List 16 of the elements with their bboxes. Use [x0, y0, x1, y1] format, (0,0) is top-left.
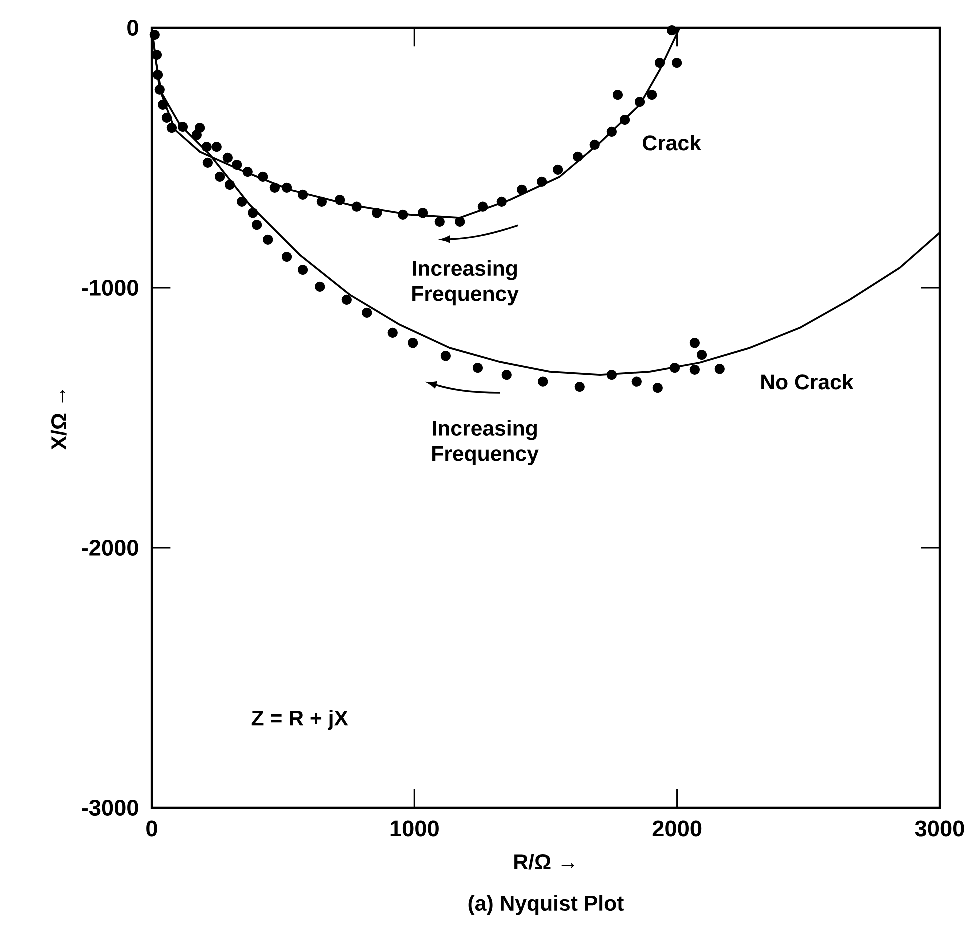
- y-axis-title: X/Ω →: [50, 390, 67, 450]
- x-tick-label: 2000: [652, 820, 702, 837]
- x-tick-label: 1000: [390, 820, 439, 837]
- annotation: Increasing Frequency: [432, 420, 539, 466]
- annotation: Z = R + jX: [252, 710, 348, 730]
- y-tick-label: -2000: [82, 540, 138, 556]
- x-axis-title: R/Ω →: [514, 854, 574, 870]
- y-tick-label: 0: [128, 20, 138, 36]
- y-tick-label: -3000: [82, 800, 138, 816]
- x-tick-label: 3000: [915, 820, 964, 837]
- text: (a) Nyquist Plot: [468, 895, 624, 916]
- x-tick-label: 0: [146, 820, 158, 837]
- y-tick-label: -1000: [82, 280, 138, 296]
- annotation: Increasing Frequency: [412, 260, 519, 306]
- series-label: No Crack: [762, 374, 854, 390]
- series-label: Crack: [643, 135, 702, 151]
